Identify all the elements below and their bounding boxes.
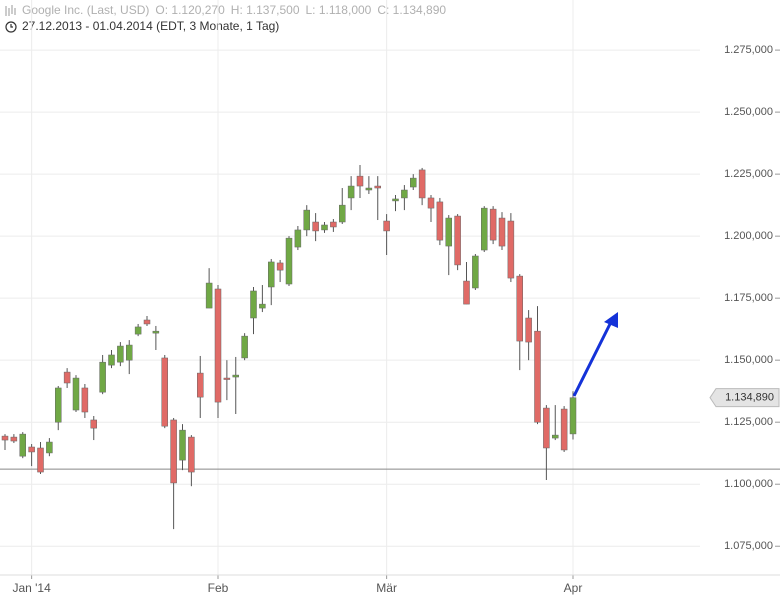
candle-body — [10, 436, 18, 442]
x-tick-label: Feb — [208, 581, 229, 595]
candle-body — [543, 407, 550, 449]
candle-body — [321, 224, 328, 231]
candle-body — [285, 237, 293, 285]
x-tick-label: Jan '14 — [12, 581, 51, 595]
candle-body — [560, 408, 568, 451]
candle-body — [383, 220, 390, 232]
candle-body — [90, 419, 97, 429]
candle-body — [28, 446, 35, 453]
candle-body — [489, 208, 497, 241]
candle-body — [179, 429, 186, 461]
candle-body — [259, 303, 266, 309]
candle-body — [108, 354, 115, 366]
candle-body — [134, 326, 142, 335]
header-line: Google Inc. (Last, USD) O: 1.120,270 H: 1.… — [22, 3, 446, 17]
y-tick-label: 1.125,000 — [724, 416, 773, 428]
trend-arrow — [572, 312, 618, 397]
clock-icon — [5, 21, 17, 33]
y-tick-label: 1.150,000 — [724, 354, 773, 366]
candle-body — [516, 275, 523, 342]
candle-body — [525, 317, 532, 343]
candle-body — [339, 204, 346, 223]
candle-body — [19, 433, 26, 457]
candle-body — [410, 177, 417, 188]
candle-body — [161, 357, 168, 427]
candle-body — [356, 175, 364, 187]
high-value: H: 1.137,500 — [231, 3, 300, 17]
y-tick-label: 1.250,000 — [724, 106, 773, 118]
candle-body — [347, 185, 355, 199]
candle-body — [481, 207, 488, 251]
candle-body — [463, 280, 470, 305]
candle-body — [312, 221, 319, 232]
candle-body — [418, 169, 426, 199]
candle-body — [143, 319, 151, 325]
candle-body — [498, 217, 506, 247]
candle-body — [472, 255, 479, 289]
x-tick-label: Mär — [376, 581, 397, 595]
candle-body — [268, 261, 275, 288]
y-tick-label: 1.225,000 — [724, 168, 773, 180]
candle-body — [37, 447, 44, 473]
candle-body — [99, 361, 106, 393]
y-tick-label: 1.275,000 — [724, 44, 773, 56]
candle-body — [188, 436, 195, 473]
candle-body — [507, 220, 515, 279]
candle-body — [569, 397, 577, 435]
candle-body — [436, 201, 444, 241]
candle-body — [81, 387, 89, 413]
candle-body — [276, 262, 284, 271]
open-value: O: 1.120,270 — [155, 3, 225, 17]
x-tick-label: Apr — [564, 581, 583, 595]
candle-body — [365, 187, 373, 191]
y-tick-label: 1.100,000 — [724, 478, 773, 490]
candle-body — [117, 345, 124, 363]
candle-body — [232, 374, 239, 378]
price-tag-label: 1.134,890 — [725, 392, 774, 404]
candle-body — [1, 435, 9, 441]
candle-body — [241, 335, 248, 359]
date-range: 27.12.2013 - 01.04.2014 (EDT, 3 Monate, … — [22, 19, 279, 33]
candle-body — [534, 330, 541, 423]
candle-body — [445, 217, 452, 247]
candle-body — [330, 221, 337, 228]
candle-body — [392, 198, 399, 202]
candle-body — [170, 419, 177, 484]
candle-body — [152, 330, 160, 334]
candle-body — [552, 434, 559, 439]
candle-body — [294, 229, 302, 248]
candle-body — [55, 387, 62, 423]
y-tick-label: 1.075,000 — [724, 540, 773, 552]
candle-body — [63, 371, 71, 384]
candle-body — [214, 288, 222, 403]
candle-body — [126, 344, 133, 361]
candle-body — [223, 377, 231, 380]
y-tick-label: 1.175,000 — [724, 292, 773, 304]
candle-body — [46, 441, 53, 454]
candle-body — [197, 372, 204, 398]
header-icon — [5, 5, 16, 16]
candle-body — [72, 377, 80, 411]
candle-body — [303, 209, 310, 231]
candle-body — [374, 185, 381, 189]
candle-body — [205, 282, 213, 309]
candle-body — [401, 189, 408, 199]
price-tag — [709, 388, 780, 408]
close-value: C: 1.134,890 — [377, 3, 446, 17]
instrument-name: Google Inc. (Last, USD) — [22, 3, 149, 17]
low-value: L: 1.118,000 — [306, 3, 372, 17]
y-tick-label: 1.200,000 — [724, 230, 773, 242]
candle-body — [454, 215, 461, 266]
candle-body — [250, 290, 257, 319]
candle-body — [427, 197, 435, 209]
